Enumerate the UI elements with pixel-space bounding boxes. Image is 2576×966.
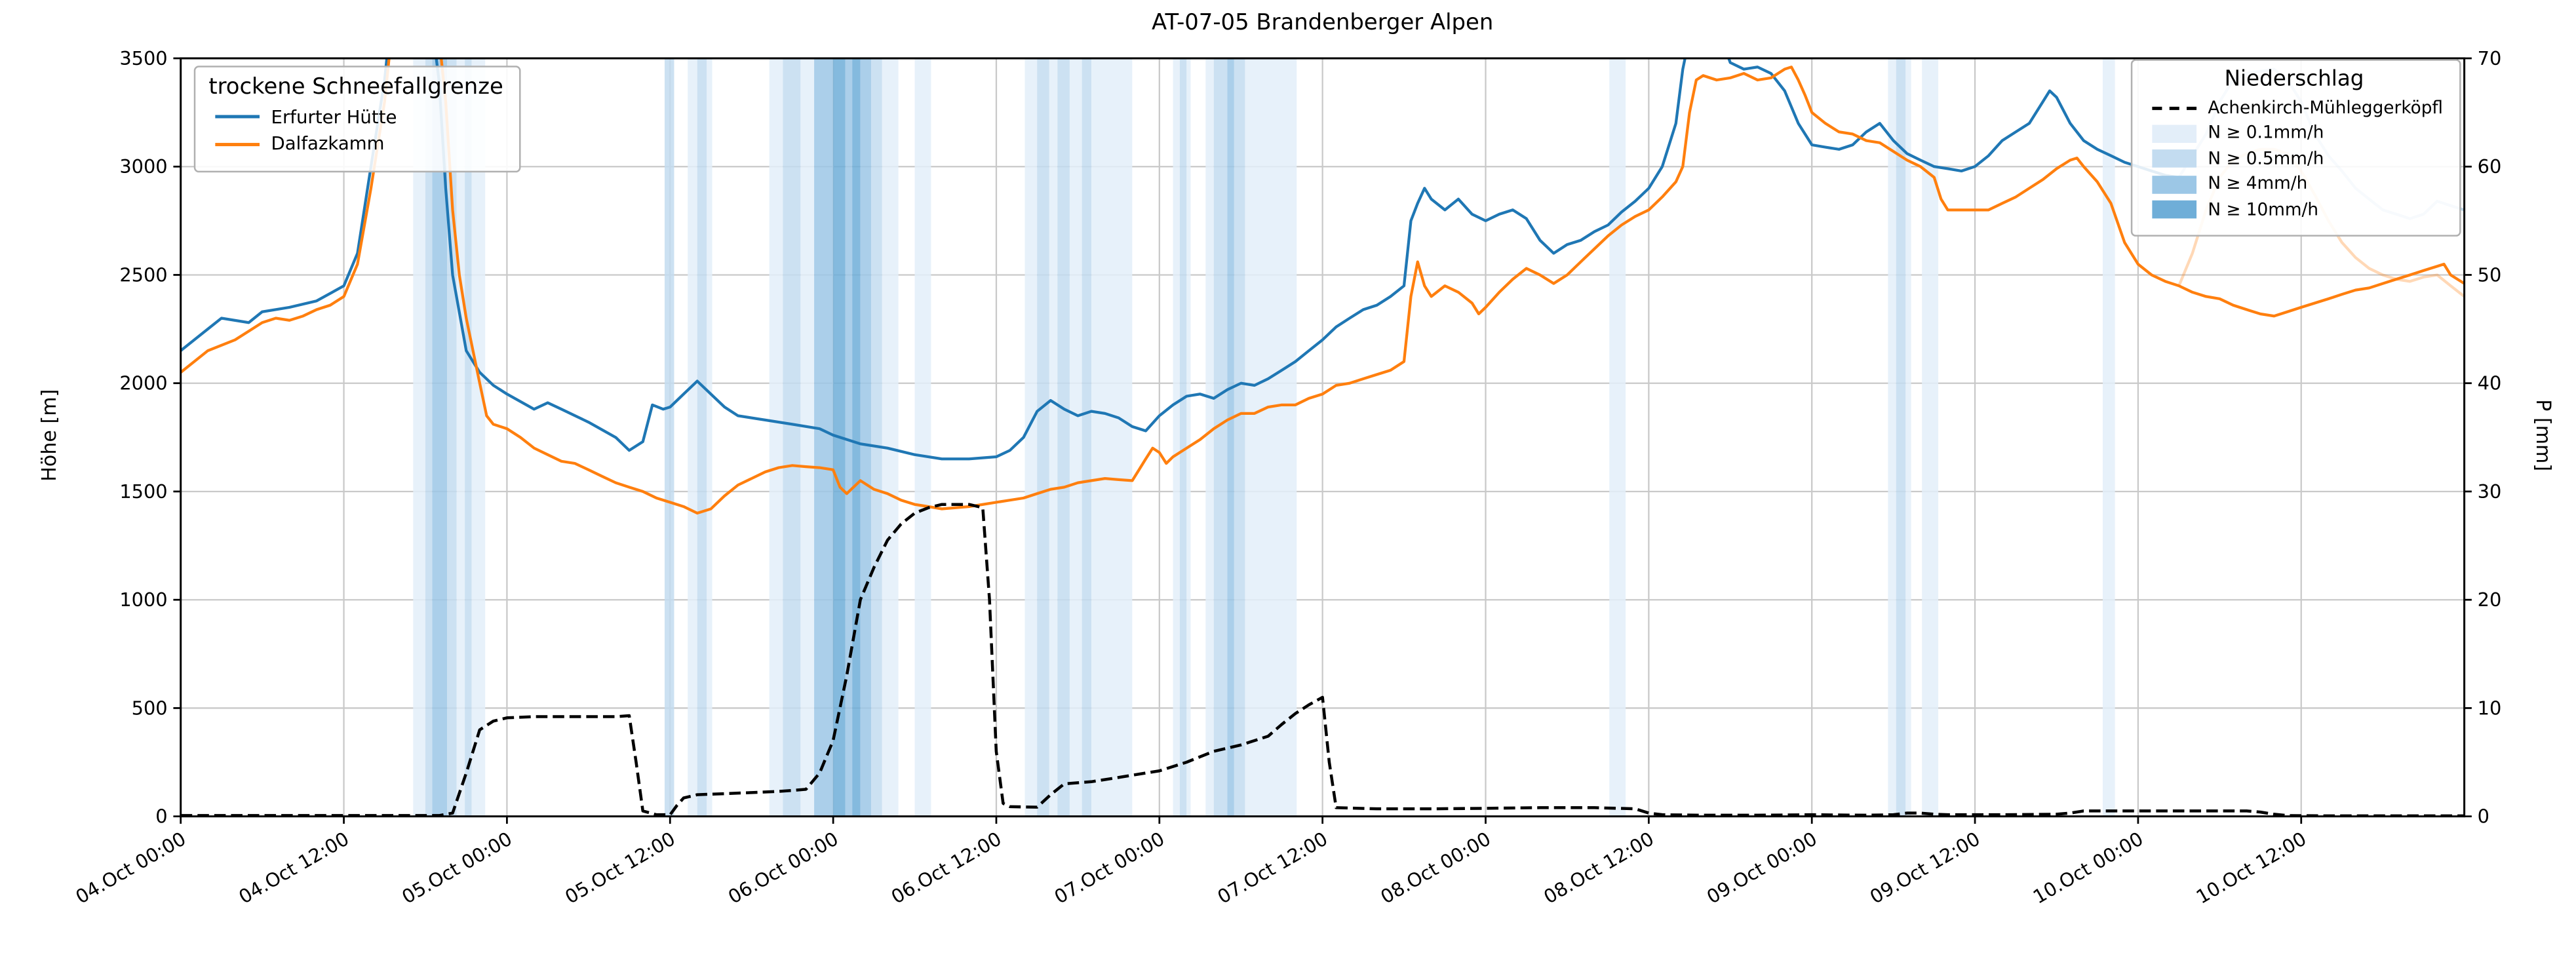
svg-text:08.Oct 00:00: 08.Oct 00:00 bbox=[1376, 827, 1494, 908]
svg-text:09.Oct 00:00: 09.Oct 00:00 bbox=[1703, 827, 1821, 908]
svg-text:30: 30 bbox=[2478, 480, 2502, 503]
legend-label-band-4: N ≥ 4mm/h bbox=[2208, 174, 2308, 194]
legend-item-band-4: N ≥ 4mm/h bbox=[2152, 174, 2443, 194]
svg-text:3500: 3500 bbox=[119, 47, 167, 69]
y-axis-left-label: Höhe [m] bbox=[37, 389, 61, 482]
legend-label-band-05: N ≥ 0.5mm/h bbox=[2208, 148, 2324, 168]
svg-text:20: 20 bbox=[2478, 589, 2502, 611]
svg-text:2000: 2000 bbox=[119, 372, 167, 395]
dashed-line-swatch bbox=[2152, 106, 2196, 109]
svg-text:07.Oct 00:00: 07.Oct 00:00 bbox=[1051, 827, 1169, 908]
legend-snowline: trockene Schneefallgrenze Erfurter Hütte… bbox=[193, 66, 522, 172]
svg-text:500: 500 bbox=[132, 697, 168, 719]
svg-text:06.Oct 12:00: 06.Oct 12:00 bbox=[888, 827, 1005, 908]
legend-label-dalfazkamm: Dalfazkamm bbox=[271, 133, 385, 155]
band-swatch-05 bbox=[2152, 149, 2196, 168]
legend-item-achenkirch: Achenkirch-Mühleggerköpfl bbox=[2152, 98, 2443, 117]
svg-text:07.Oct 12:00: 07.Oct 12:00 bbox=[1214, 827, 1332, 908]
legend-label-band-01: N ≥ 0.1mm/h bbox=[2208, 123, 2324, 144]
svg-text:05.Oct 00:00: 05.Oct 00:00 bbox=[398, 827, 516, 908]
band-swatch-4 bbox=[2152, 174, 2196, 193]
legend-label-band-10: N ≥ 10mm/h bbox=[2208, 199, 2319, 220]
legend-snowline-title: trockene Schneefallgrenze bbox=[208, 73, 503, 100]
svg-text:40: 40 bbox=[2478, 372, 2502, 395]
svg-text:09.Oct 12:00: 09.Oct 12:00 bbox=[1866, 827, 1984, 908]
line-swatch-dalfazkamm bbox=[215, 142, 260, 145]
legend-item-band-10: N ≥ 10mm/h bbox=[2152, 200, 2443, 220]
legend-item-band-01: N ≥ 0.1mm/h bbox=[2152, 123, 2443, 143]
chart-title: AT-07-05 Brandenberger Alpen bbox=[1151, 10, 1494, 37]
y-axis-right-label: P [mm] bbox=[2531, 399, 2555, 472]
legend-item-band-05: N ≥ 0.5mm/h bbox=[2152, 149, 2443, 168]
svg-text:04.Oct 00:00: 04.Oct 00:00 bbox=[72, 827, 190, 908]
svg-text:10.Oct 12:00: 10.Oct 12:00 bbox=[2193, 827, 2311, 908]
svg-text:06.Oct 00:00: 06.Oct 00:00 bbox=[724, 827, 842, 908]
svg-text:05.Oct 12:00: 05.Oct 12:00 bbox=[561, 827, 679, 908]
svg-text:1000: 1000 bbox=[119, 589, 167, 611]
svg-text:10: 10 bbox=[2478, 697, 2502, 719]
svg-text:3000: 3000 bbox=[119, 155, 167, 178]
legend-label-achenkirch: Achenkirch-Mühleggerköpfl bbox=[2208, 98, 2444, 118]
band-swatch-10 bbox=[2152, 200, 2196, 219]
line-swatch-erfurter-huette bbox=[215, 115, 260, 119]
legend-item-dalfazkamm: Dalfazkamm bbox=[215, 133, 503, 155]
svg-text:0: 0 bbox=[155, 805, 167, 828]
svg-text:60: 60 bbox=[2478, 155, 2502, 178]
legend-precip: Niederschlag Achenkirch-Mühleggerköpfl N… bbox=[2130, 59, 2461, 237]
svg-text:08.Oct 12:00: 08.Oct 12:00 bbox=[1540, 827, 1658, 908]
svg-text:50: 50 bbox=[2478, 263, 2502, 286]
svg-text:1500: 1500 bbox=[119, 480, 167, 503]
svg-text:0: 0 bbox=[2478, 805, 2489, 828]
svg-text:10.Oct 00:00: 10.Oct 00:00 bbox=[2029, 827, 2147, 908]
svg-text:70: 70 bbox=[2478, 47, 2502, 69]
band-swatch-01 bbox=[2152, 124, 2196, 142]
svg-text:2500: 2500 bbox=[119, 263, 167, 286]
legend-label-erfurter-huette: Erfurter Hütte bbox=[271, 106, 397, 128]
svg-text:04.Oct 12:00: 04.Oct 12:00 bbox=[235, 827, 353, 908]
legend-item-erfurter-huette: Erfurter Hütte bbox=[215, 106, 503, 128]
legend-precip-title: Niederschlag bbox=[2224, 67, 2364, 92]
